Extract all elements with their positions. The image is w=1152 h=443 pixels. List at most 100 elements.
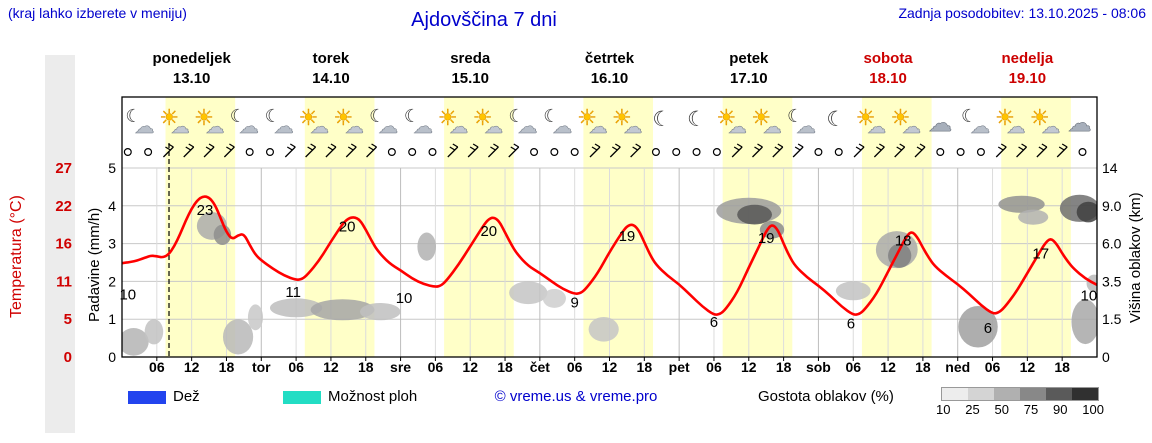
wind-barb-icon bbox=[162, 143, 174, 158]
wind-calm-icon bbox=[976, 148, 985, 157]
cloud-density-tick: 100 bbox=[1082, 402, 1104, 417]
wind-barb-shaft bbox=[609, 146, 621, 158]
cloud-icon: ☁ bbox=[206, 117, 225, 138]
wind-barb-feather bbox=[469, 146, 476, 151]
wind-barb-feather bbox=[594, 143, 601, 148]
day-name: sobota bbox=[863, 50, 913, 67]
wind-barb-icon bbox=[284, 143, 296, 158]
wind-barb-shaft bbox=[995, 146, 1007, 158]
x-tick-label: 06 bbox=[428, 359, 444, 375]
cloud-icon: ☁ bbox=[310, 117, 329, 138]
cloud-density-tick: 75 bbox=[1023, 402, 1039, 417]
wind-calm-icon bbox=[570, 148, 579, 157]
wind-barb-shaft bbox=[752, 146, 763, 158]
wind-barb-shaft bbox=[589, 146, 601, 158]
page-title: Ajdovščina 7 dni bbox=[411, 9, 557, 31]
daytime-band bbox=[861, 97, 932, 357]
weather-icon-sun-cloud: ☀☁ bbox=[159, 105, 190, 139]
wind-barb-feather bbox=[614, 143, 621, 148]
wind-barb-shaft bbox=[162, 146, 174, 158]
weather-icon-sun-cloud: ☀☁ bbox=[612, 105, 643, 139]
wind-barb-feather bbox=[794, 146, 801, 151]
wind-barb-feather bbox=[899, 143, 906, 148]
x-tick-label: 12 bbox=[323, 359, 339, 375]
cloud-density-swatch bbox=[942, 388, 968, 400]
copyright-link[interactable]: © vreme.us & vreme.pro bbox=[494, 388, 658, 405]
x-tick-label: 12 bbox=[602, 359, 618, 375]
showers-legend-swatch bbox=[283, 391, 321, 404]
day-name: petek bbox=[729, 50, 769, 67]
cloud-blob bbox=[737, 204, 772, 225]
wind-barb-feather bbox=[1058, 146, 1065, 151]
cloud-blob bbox=[958, 305, 998, 348]
wind-calm-icon bbox=[245, 148, 254, 157]
day-name: nedelja bbox=[1002, 50, 1054, 67]
x-day-label: sob bbox=[806, 359, 831, 375]
wind-barb-feather bbox=[1061, 143, 1068, 148]
cloud-icon: ☁ bbox=[484, 117, 503, 138]
wind-calm-icon bbox=[814, 148, 823, 157]
cloud-icon: ☁ bbox=[902, 117, 921, 138]
wind-barb-shaft bbox=[630, 146, 642, 158]
wind-barb-feather bbox=[997, 146, 1004, 151]
wind-barb-feather bbox=[1000, 143, 1007, 148]
precip-tick-label: 5 bbox=[108, 160, 116, 176]
wind-barb-feather bbox=[165, 146, 171, 151]
wind-calm-icon bbox=[387, 148, 396, 157]
moon-icon: ☾ bbox=[508, 106, 524, 126]
last-update: Zadnja posodobitev: 13.10.2025 - 08:06 bbox=[898, 5, 1146, 21]
wind-barb-feather bbox=[591, 146, 598, 151]
temp-extreme-label: 11 bbox=[285, 284, 301, 301]
wind-barb-shaft bbox=[1036, 146, 1048, 158]
cloud-icon: ☁ bbox=[552, 116, 572, 138]
wind-barb-feather bbox=[1018, 146, 1024, 151]
weather-icon-moon: ☾ bbox=[652, 108, 671, 131]
wind-calm-icon bbox=[956, 148, 965, 157]
wind-barb-icon bbox=[447, 143, 459, 158]
sun-icon: ☀ bbox=[194, 105, 214, 130]
wind-barb-icon bbox=[1036, 143, 1048, 158]
wind-barb-icon bbox=[752, 143, 763, 158]
wind-barb-icon bbox=[1016, 143, 1028, 158]
wind-barb-feather bbox=[896, 146, 903, 151]
wind-barb-shaft bbox=[772, 146, 784, 158]
wind-barb-feather bbox=[188, 143, 195, 148]
cloud-icon: ☁ bbox=[1068, 110, 1092, 137]
x-tick-label: 12 bbox=[184, 359, 200, 375]
wind-barb-icon bbox=[203, 143, 215, 158]
cloud-icon: ☁ bbox=[763, 117, 782, 138]
cloud-density-scale bbox=[941, 387, 1099, 401]
temp-extreme-label: 20 bbox=[339, 219, 356, 236]
wind-barb-shaft bbox=[183, 146, 195, 158]
wind-calm-icon bbox=[834, 148, 843, 157]
temp-extreme-label: 20 bbox=[480, 223, 497, 240]
wind-barb-icon bbox=[305, 143, 317, 158]
wind-barb-feather bbox=[919, 143, 926, 148]
cloud-blob bbox=[542, 288, 566, 308]
wind-barb-feather bbox=[452, 143, 459, 148]
x-tick-label: 18 bbox=[497, 359, 513, 375]
weather-icon-sun-cloud: ☀☁ bbox=[995, 105, 1026, 139]
temp-extreme-label: 18 bbox=[895, 233, 912, 250]
cloud-tick-label: 9.0 bbox=[1102, 198, 1122, 214]
day-date: 19.10 bbox=[1009, 70, 1047, 87]
cloud-blob bbox=[588, 316, 619, 342]
wind-barb-feather bbox=[777, 143, 784, 148]
weather-icon-moon: ☾ bbox=[826, 108, 845, 131]
x-tick-label: 18 bbox=[219, 359, 235, 375]
cloud-density-swatch bbox=[968, 388, 994, 400]
cloud-icon: ☁ bbox=[589, 117, 608, 138]
daytime-band bbox=[583, 97, 654, 357]
wind-barb-feather bbox=[289, 143, 296, 148]
cloud-density-tick: 90 bbox=[1053, 402, 1068, 417]
wind-barb-shaft bbox=[467, 146, 479, 158]
x-tick-label: 12 bbox=[880, 359, 896, 375]
day-date: 17.10 bbox=[730, 70, 768, 87]
wind-calm-icon bbox=[712, 148, 721, 157]
weather-icon-sun-cloud: ☀☁ bbox=[577, 105, 608, 139]
wind-barb-feather bbox=[229, 143, 235, 148]
cloud-blob bbox=[247, 304, 264, 331]
day-date: 15.10 bbox=[451, 70, 489, 87]
cloud-blob bbox=[1071, 299, 1097, 345]
